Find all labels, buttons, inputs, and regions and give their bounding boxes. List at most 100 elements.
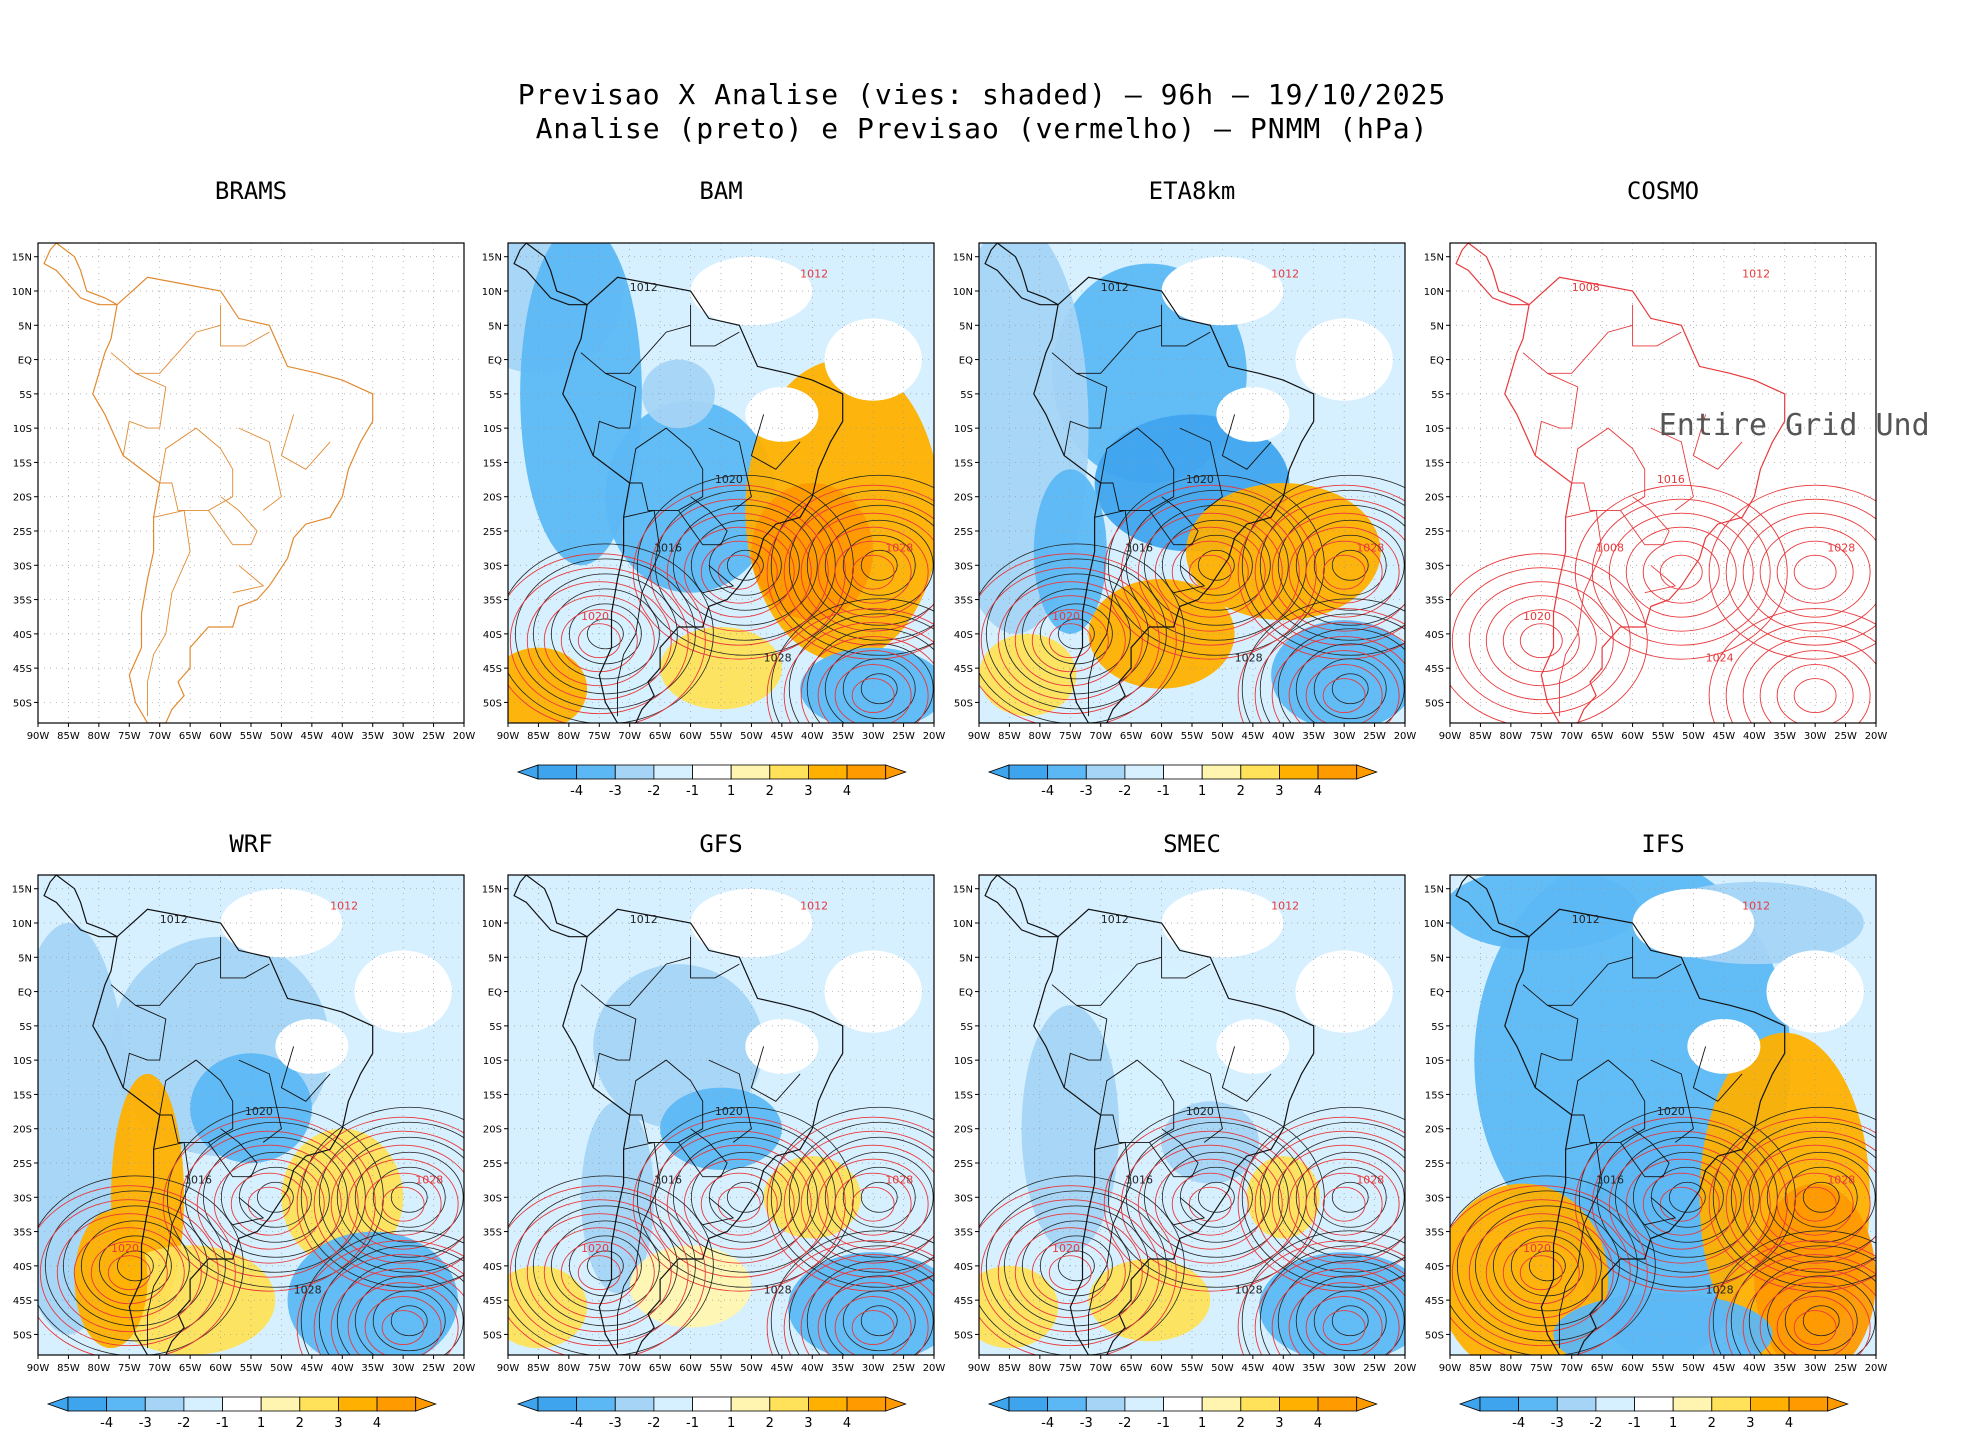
- colorbar-label: -1: [686, 784, 699, 799]
- lon-tick-label: 65W: [179, 731, 202, 742]
- lon-tick-label: 55W: [1181, 1363, 1204, 1374]
- lat-tick-label: 5N: [959, 953, 973, 964]
- contour-label: 1020: [1052, 1242, 1080, 1255]
- colorbar-label: 4: [1314, 1416, 1322, 1431]
- lat-tick-label: 45S: [1425, 664, 1444, 675]
- lon-tick-label: 85W: [998, 1363, 1021, 1374]
- lon-tick-label: 75W: [118, 731, 141, 742]
- map-bam: 1012 1012 1020 1020 1028 1028 1016 90W 85W 80W 75W…: [482, 242, 945, 742]
- lat-tick-label: EQ: [959, 988, 973, 999]
- lon-tick-label: 40W: [801, 731, 824, 742]
- lat-tick-label: 5N: [488, 953, 502, 964]
- contour-label: 1020: [581, 610, 609, 623]
- lon-tick-label: 20W: [1865, 731, 1888, 742]
- lon-tick-label: 25W: [1834, 1363, 1857, 1374]
- lat-tick-label: 25S: [483, 1159, 502, 1170]
- colorbar-label: 4: [843, 1416, 851, 1431]
- colorbar-label: 2: [1237, 784, 1245, 799]
- lon-tick-label: 35W: [1773, 731, 1796, 742]
- lat-tick-label: 40S: [954, 1262, 973, 1273]
- lon-tick-label: 90W: [1439, 731, 1462, 742]
- lon-tick-label: 60W: [209, 731, 232, 742]
- lon-tick-label: 55W: [710, 731, 733, 742]
- lon-tick-label: 60W: [1621, 731, 1644, 742]
- map-ifs: 1012 1012 1020 1020 1028 1028 1016 90W 85W 80W 75W…: [1424, 874, 1887, 1374]
- lat-tick-label: 15N: [953, 253, 973, 264]
- lat-tick-label: 10S: [954, 424, 973, 435]
- lon-tick-label: 60W: [1150, 731, 1173, 742]
- lon-tick-label: 50W: [270, 731, 293, 742]
- colorbar-label: -1: [1157, 1416, 1170, 1431]
- map-smec: 1012 1012 1020 1020 1028 1028 1016 90W 85W 80W 75W…: [953, 874, 1416, 1374]
- lon-tick-label: 90W: [968, 1363, 991, 1374]
- contour-label: 1020: [1186, 473, 1214, 486]
- lat-tick-label: 5S: [960, 1022, 973, 1033]
- lon-tick-label: 30W: [862, 731, 885, 742]
- lat-tick-label: 5N: [488, 321, 502, 332]
- lon-tick-label: 65W: [1591, 1363, 1614, 1374]
- colorbar-label: 4: [843, 784, 851, 799]
- lat-tick-label: 5N: [18, 953, 32, 964]
- contour-label: 1028: [1827, 1174, 1855, 1187]
- contour-label: 1012: [800, 899, 828, 912]
- lat-tick-label: 20S: [954, 1125, 973, 1136]
- colorbar-label: -2: [177, 1416, 190, 1431]
- colorbar-label: 2: [766, 784, 774, 799]
- colorbar-label: 4: [373, 1416, 381, 1431]
- lon-tick-label: 80W: [1500, 1363, 1523, 1374]
- lat-tick-label: 30S: [954, 1193, 973, 1204]
- lon-tick-label: 85W: [1469, 731, 1492, 742]
- contour-label: 1012: [630, 913, 658, 926]
- lon-tick-label: 70W: [618, 1363, 641, 1374]
- contour-label: 1020: [715, 473, 743, 486]
- lat-tick-label: 30S: [13, 1193, 32, 1204]
- lon-tick-label: 30W: [1333, 1363, 1356, 1374]
- colorbar-label: -3: [609, 784, 622, 799]
- lat-tick-label: 40S: [954, 630, 973, 641]
- lat-tick-label: 5N: [18, 321, 32, 332]
- panel-title-wrf: WRF: [229, 830, 273, 858]
- lat-tick-label: 20S: [1425, 1125, 1444, 1136]
- lat-tick-label: 45S: [13, 664, 32, 675]
- contour-label: 1028: [415, 1174, 443, 1187]
- colorbar-label: -2: [647, 1416, 660, 1431]
- lon-tick-label: 20W: [453, 731, 476, 742]
- lat-tick-label: 50S: [483, 698, 502, 709]
- lat-tick-label: 50S: [954, 698, 973, 709]
- lat-tick-label: 40S: [1425, 630, 1444, 641]
- lon-tick-label: 45W: [1242, 1363, 1265, 1374]
- lat-tick-label: 15S: [1425, 1090, 1444, 1101]
- lon-tick-label: 35W: [1302, 731, 1325, 742]
- panel-title-smec: SMEC: [1163, 830, 1221, 858]
- lat-tick-label: 40S: [1425, 1262, 1444, 1273]
- lat-tick-label: 50S: [1425, 1330, 1444, 1341]
- lat-tick-label: 30S: [483, 1193, 502, 1204]
- lon-tick-label: 35W: [1302, 1363, 1325, 1374]
- lon-tick-label: 40W: [331, 1363, 354, 1374]
- lat-tick-label: 15S: [483, 458, 502, 469]
- colorbar-label: -3: [139, 1416, 152, 1431]
- lon-tick-label: 60W: [1150, 1363, 1173, 1374]
- lon-tick-label: 80W: [1029, 731, 1052, 742]
- colorbar-label: 2: [766, 1416, 774, 1431]
- lon-tick-label: 65W: [179, 1363, 202, 1374]
- lat-tick-label: 15N: [12, 885, 32, 896]
- lon-tick-label: 35W: [831, 1363, 854, 1374]
- lat-tick-label: 25S: [1425, 1159, 1444, 1170]
- lon-tick-label: 50W: [740, 731, 763, 742]
- contour-label: 1020: [715, 1105, 743, 1118]
- contour-label: 1016: [654, 542, 682, 555]
- lon-tick-label: 90W: [27, 1363, 50, 1374]
- contour-label: 1012: [1271, 899, 1299, 912]
- lat-tick-label: 25S: [954, 527, 973, 538]
- contour-label: 1028: [1356, 1174, 1384, 1187]
- lat-tick-label: EQ: [1430, 988, 1444, 999]
- lat-tick-label: EQ: [18, 356, 32, 367]
- lat-tick-label: 30S: [483, 561, 502, 572]
- lon-tick-label: 25W: [1363, 1363, 1386, 1374]
- colorbar-wrf: -4 -3 -2 -1 1 2 3 4: [46, 1396, 437, 1431]
- colorbar-label: -3: [1080, 1416, 1093, 1431]
- colorbar-label: -1: [1628, 1416, 1641, 1431]
- lat-tick-label: 10S: [954, 1056, 973, 1067]
- figure-title-line2: Analise (preto) e Previsao (vermelho) – …: [535, 112, 1429, 145]
